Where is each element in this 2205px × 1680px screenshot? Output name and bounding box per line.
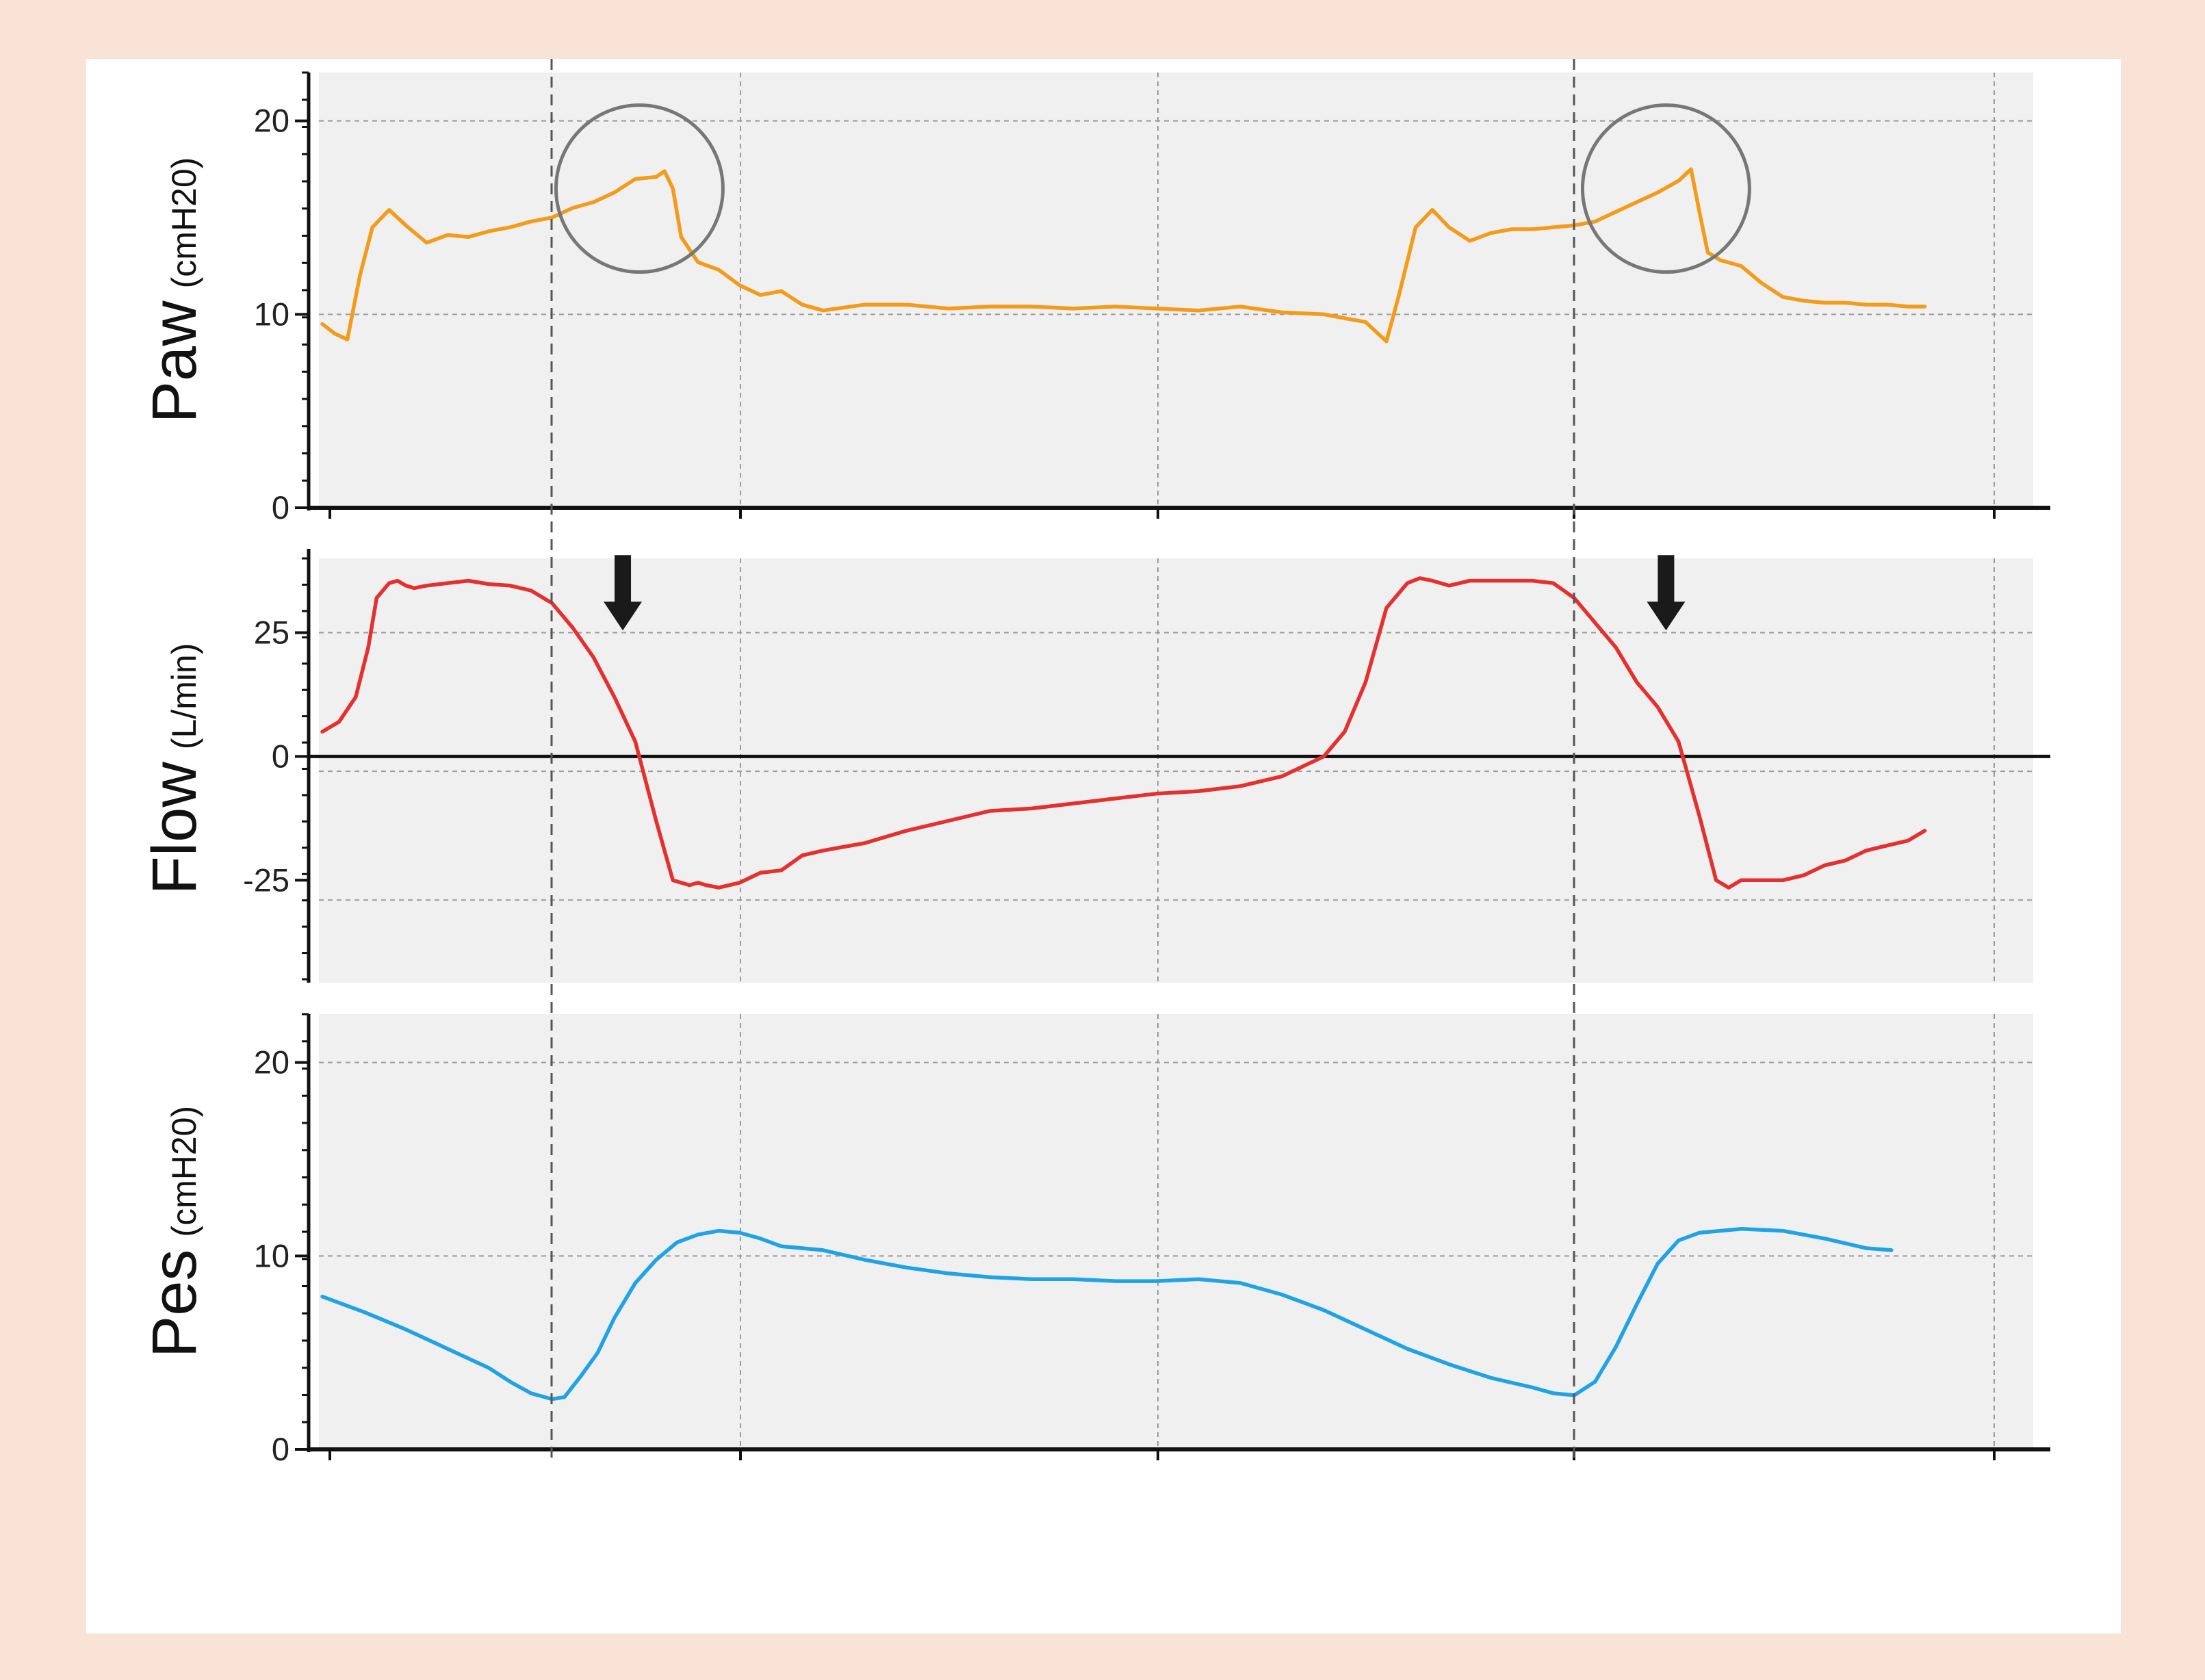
y-tick-label: 0 — [272, 738, 289, 774]
y-tick-label: -25 — [243, 862, 289, 898]
y-axis-label: Paw (cmH20) — [140, 157, 209, 424]
y-tick-label: 20 — [254, 1044, 289, 1081]
y-tick-label: 0 — [272, 489, 289, 526]
arrow-shaft — [1658, 555, 1675, 605]
arrow-head — [604, 602, 643, 631]
plot-background — [319, 558, 2033, 983]
waveform-chart: 0 10 20 Paw (cmH20) -25 0 25 Flow (L/min) 0 10 20 Pes… — [140, 59, 2050, 1467]
y-tick-label: 10 — [254, 296, 289, 332]
y-tick-label: 0 — [272, 1431, 289, 1467]
y-axis-label-name: Flow — [140, 762, 209, 895]
arrow-down-icon — [604, 555, 643, 631]
arrow-shaft — [615, 555, 632, 605]
y-tick-label: 20 — [254, 103, 289, 139]
panel-paw: 0 10 20 Paw (cmH20) — [140, 71, 2050, 526]
figure-frame: 0 10 20 Paw (cmH20) -25 0 25 Flow (L/min) 0 10 20 Pes… — [86, 59, 2121, 1633]
series-line-pes — [320, 1227, 1894, 1401]
y-axis-label-unit: (cmH20) — [165, 157, 203, 289]
arrow-down-icon — [1647, 555, 1686, 631]
series-line-paw — [320, 167, 1927, 344]
y-tick-label: 10 — [254, 1237, 289, 1274]
y-axis-label-name: Pes — [140, 1250, 209, 1358]
arrow-head — [1647, 602, 1686, 631]
highlight-circle — [1580, 103, 1751, 274]
plot-background — [319, 1014, 2033, 1449]
series-line-flow — [320, 576, 1927, 890]
y-axis-label-name: Paw — [140, 300, 209, 424]
highlight-circle — [554, 103, 725, 274]
panel-pes: 0 10 20 Pes (cmH20) — [140, 1013, 2050, 1467]
y-axis-label: Flow (L/min) — [140, 643, 209, 895]
y-axis-label-unit: (cmH20) — [165, 1106, 203, 1237]
y-tick-label: 25 — [254, 615, 289, 651]
plot-background — [319, 73, 2033, 508]
panel-flow: -25 0 25 Flow (L/min) — [140, 549, 2050, 983]
y-axis-label-unit: (L/min) — [165, 643, 203, 750]
y-axis-label: Pes (cmH20) — [140, 1106, 209, 1358]
